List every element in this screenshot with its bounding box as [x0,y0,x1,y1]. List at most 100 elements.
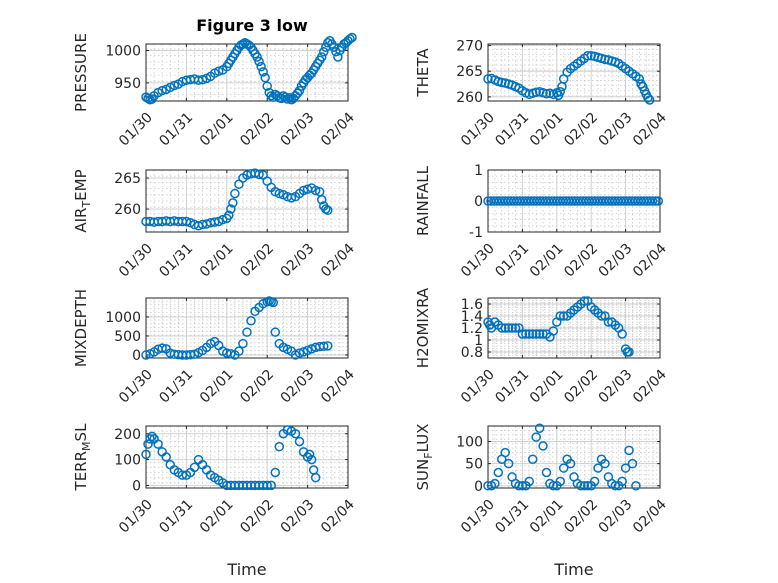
x-tick-label: 02/02 [561,367,601,407]
x-tick-label: 01/31 [156,497,196,537]
x-tick-label: 02/01 [197,110,237,150]
y-tick-label: 270 [456,39,483,55]
data-point [306,454,317,465]
data-point [323,37,333,48]
y-tick-label: 260 [114,202,141,218]
data-point [230,188,240,199]
data-point [527,454,538,464]
x-tick-label: 02/02 [237,241,277,281]
panel-pressure: 950 1000 01/30 01/31 02/01 02/02 02/03 02/04 PRE… [72,32,358,150]
data-point [586,51,596,61]
data-point [507,323,517,333]
x-tick-label: 01/31 [156,367,196,407]
y-tick-label: 265 [114,171,141,187]
x-axis-label: Time [226,560,266,579]
x-tick-label: 02/01 [197,367,237,407]
data-point [316,195,327,205]
data-point [254,169,264,180]
data-point [653,196,664,206]
x-tick-label: 02/04 [318,367,358,407]
y-tick-label: 0.8 [461,345,483,361]
x-tick-label: 02/01 [527,497,567,537]
data-point [565,458,576,469]
x-tick-label: 02/01 [527,367,567,407]
x-tick-label: 01/31 [492,497,532,537]
panel-h2omixra: 0.811.21.41.6 01/3001/3102/0102/0202/0302… [414,287,670,406]
x-tick-label: 02/04 [630,367,670,407]
data-point [583,481,593,491]
data-point [610,481,621,491]
data-point [286,193,297,203]
y-tick-label: 260 [456,90,483,106]
x-tick-label: 02/04 [318,497,358,537]
data-point [262,81,272,91]
x-tick-label: 01/30 [458,110,498,150]
y-axis-label: PRESSURE [72,33,90,112]
panel-mixdepth: 0 500 1000 01/30 01/31 02/01 02/02 02/03 02/04 MI… [72,289,358,407]
data-point [548,326,559,336]
panel-airtemp: 260 265 01/30 01/31 02/01 02/02 02/03 02/04 AIRT… [72,168,358,281]
data-point [147,431,157,442]
data-point [290,429,301,439]
data-point [262,480,272,491]
data-point [310,185,321,196]
data-point [282,425,293,435]
data-point [644,95,655,105]
data-point [323,205,333,216]
data-point [503,323,514,333]
data-point [497,323,507,333]
data-point [145,434,155,444]
data-point [347,32,357,43]
data-point [323,341,333,351]
data-point [218,214,228,225]
data-point [226,204,236,214]
data-point [304,449,315,460]
x-tick-label: 01/30 [458,367,498,407]
data-point [583,51,593,61]
y-axis-label: MIXDEPTH [72,289,90,367]
x-tick-label: 01/30 [116,241,156,281]
x-tick-label: 01/31 [156,110,196,150]
data-point [238,338,248,349]
data-point [500,323,510,333]
data-point [555,311,565,321]
data-point [319,341,329,351]
data-point [624,445,634,456]
x-tick-label: 02/03 [596,110,636,150]
data-point [274,441,285,452]
y-tick-label: -1 [469,225,483,241]
data-point [527,329,538,339]
axes-frame [487,43,661,102]
data-point [141,449,151,460]
data-point [517,481,528,491]
x-tick-label: 02/04 [630,241,670,281]
data-point [345,34,355,44]
data-point [620,463,631,473]
x-tick-label: 02/01 [527,110,567,150]
y-axis-label: H2OMIXRA [414,287,432,368]
x-tick-label: 02/02 [561,497,601,537]
y-tick-label: 0 [474,194,483,210]
data-point [161,452,171,462]
data-point [558,463,569,473]
data-point [143,93,153,104]
data-point [555,87,565,97]
data-point [534,423,545,433]
data-point [531,432,541,442]
y-tick-label: 0 [132,348,141,364]
data-point [258,67,268,77]
x-tick-label: 01/30 [458,241,498,281]
y-axis-label: THETA [414,48,432,98]
data-point [521,329,531,339]
data-point [596,311,607,321]
data-point [531,87,541,98]
y-tick-label: 1000 [105,43,141,59]
data-point [600,458,610,469]
data-point [617,329,627,339]
data-point [141,350,151,360]
data-point [169,80,180,91]
x-tick-label: 01/30 [116,497,156,537]
